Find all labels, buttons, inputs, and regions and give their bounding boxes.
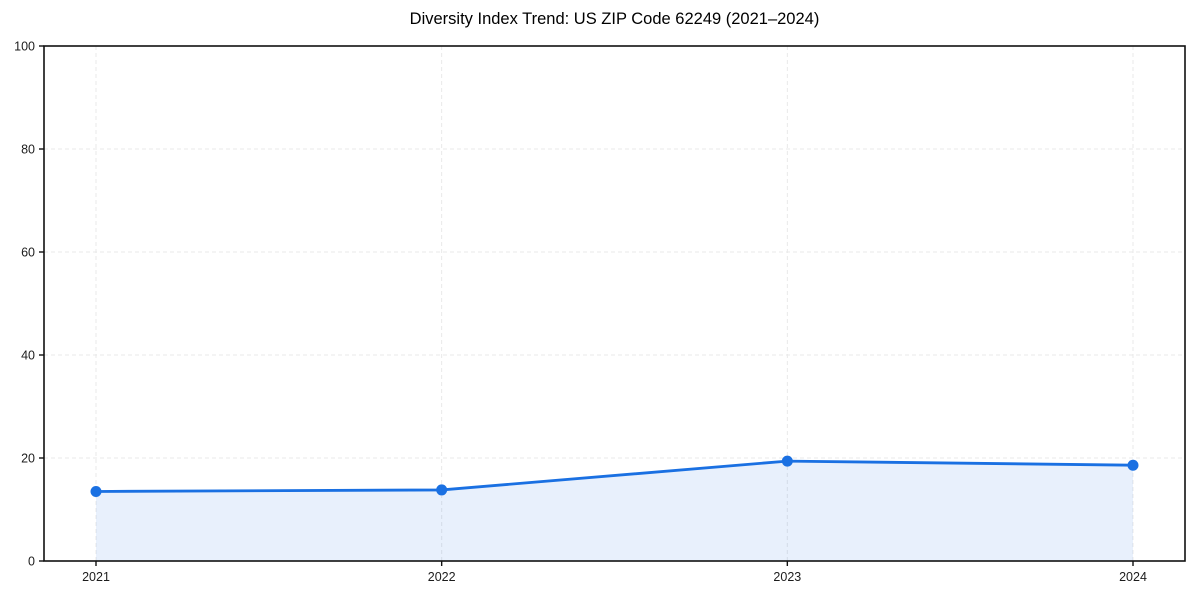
y-tick-label-100: 100 — [14, 40, 35, 54]
y-tick-label-20: 20 — [21, 452, 35, 466]
area-fill — [96, 461, 1133, 561]
y-tick-label-80: 80 — [21, 143, 35, 157]
x-tick-label-2022: 2022 — [428, 570, 456, 584]
trend-line — [94, 459, 1135, 493]
x-tick-label-2023: 2023 — [773, 570, 801, 584]
y-tick-label-0: 0 — [28, 555, 35, 569]
plot-border — [43, 45, 1186, 562]
x-tick-label-2021: 2021 — [82, 570, 110, 584]
chart-title: Diversity Index Trend: US ZIP Code 62249… — [409, 10, 820, 28]
data-point-2023 — [781, 455, 793, 467]
data-point-2022 — [436, 484, 448, 496]
data-point-2024 — [1127, 459, 1139, 471]
x-tick-label-2024: 2024 — [1119, 570, 1147, 584]
y-tick-label-40: 40 — [21, 349, 35, 363]
data-point-2021 — [90, 485, 102, 497]
y-tick-label-60: 60 — [21, 246, 35, 260]
